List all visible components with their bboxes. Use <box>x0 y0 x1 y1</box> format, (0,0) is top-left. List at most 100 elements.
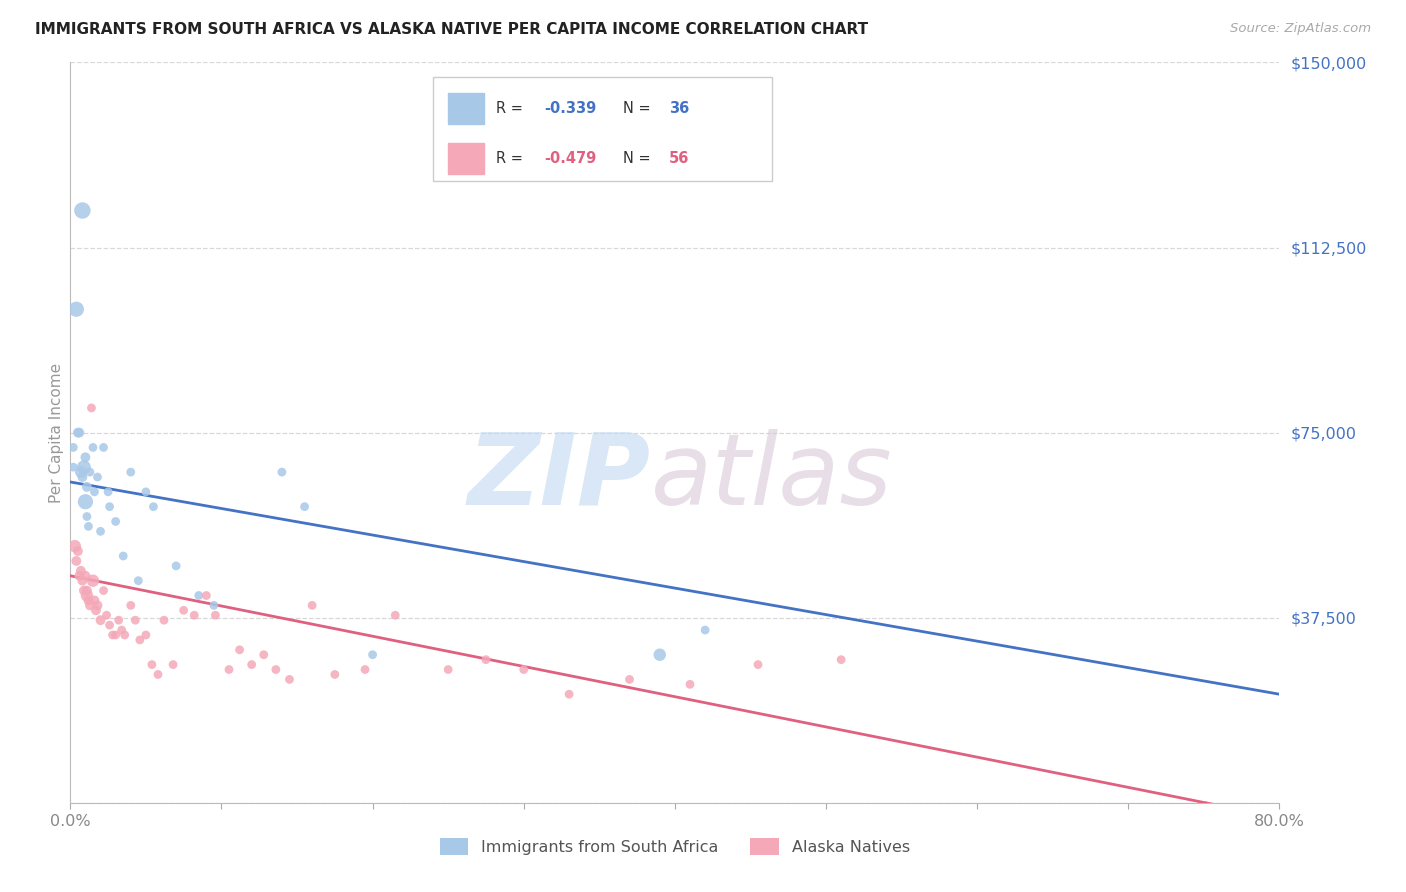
Text: N =: N = <box>623 151 655 166</box>
Point <box>82 441 104 455</box>
Point <box>558 687 581 701</box>
Point <box>253 648 276 662</box>
Point <box>79 599 101 613</box>
Point <box>107 613 129 627</box>
Point <box>384 608 406 623</box>
Legend: Immigrants from South Africa, Alaska Natives: Immigrants from South Africa, Alaska Nat… <box>433 832 917 862</box>
Bar <box>447 93 484 124</box>
Point <box>183 608 205 623</box>
Point <box>323 667 346 681</box>
Point <box>218 663 240 677</box>
Text: atlas: atlas <box>651 428 893 525</box>
Point <box>228 642 250 657</box>
Point <box>83 593 105 607</box>
Point <box>90 613 111 627</box>
Point <box>93 583 115 598</box>
Point <box>173 603 195 617</box>
Point <box>120 465 142 479</box>
Point <box>65 554 87 568</box>
Point <box>84 603 107 617</box>
Point <box>679 677 702 691</box>
Point <box>97 484 120 499</box>
Point <box>104 515 127 529</box>
Point <box>135 484 157 499</box>
Point <box>619 673 641 687</box>
Point <box>79 465 101 479</box>
Point <box>648 648 671 662</box>
Point <box>77 519 100 533</box>
Point <box>354 663 377 677</box>
Text: 36: 36 <box>669 101 689 116</box>
Point <box>66 425 89 440</box>
FancyBboxPatch shape <box>433 78 772 181</box>
Text: R =: R = <box>496 101 527 116</box>
Point <box>127 574 149 588</box>
Text: N =: N = <box>623 101 655 116</box>
Point <box>72 574 94 588</box>
Point <box>101 628 124 642</box>
Point <box>83 484 105 499</box>
Point <box>75 494 97 508</box>
Text: Source: ZipAtlas.com: Source: ZipAtlas.com <box>1230 22 1371 36</box>
Point <box>437 663 460 677</box>
Point <box>270 465 294 479</box>
Point <box>165 558 187 573</box>
Point <box>93 441 115 455</box>
Point <box>240 657 263 672</box>
Point <box>80 401 103 415</box>
Point <box>62 441 84 455</box>
Bar <box>447 143 484 174</box>
Point <box>98 618 121 632</box>
Point <box>66 544 89 558</box>
Point <box>153 613 176 627</box>
Text: ZIP: ZIP <box>468 428 651 525</box>
Point <box>90 524 111 539</box>
Point <box>76 480 98 494</box>
Point <box>73 460 96 475</box>
Point <box>146 667 169 681</box>
Point <box>264 663 287 677</box>
Point <box>278 673 301 687</box>
Point <box>86 470 108 484</box>
Point <box>96 608 118 623</box>
Point <box>162 657 184 672</box>
Point <box>114 628 136 642</box>
Point <box>63 539 86 553</box>
Point <box>120 599 142 613</box>
Point <box>86 599 108 613</box>
Point <box>73 583 96 598</box>
Point <box>77 593 100 607</box>
Point <box>301 599 323 613</box>
Point <box>747 657 769 672</box>
Point <box>70 465 93 479</box>
Point <box>112 549 135 563</box>
Point <box>830 653 852 667</box>
Point <box>135 628 157 642</box>
Point <box>294 500 316 514</box>
Point <box>70 564 93 578</box>
Point <box>693 623 716 637</box>
Point <box>65 302 87 317</box>
Y-axis label: Per Capita Income: Per Capita Income <box>49 362 63 503</box>
Point <box>98 500 121 514</box>
Point <box>204 608 226 623</box>
Point <box>475 653 498 667</box>
Text: IMMIGRANTS FROM SOUTH AFRICA VS ALASKA NATIVE PER CAPITA INCOME CORRELATION CHAR: IMMIGRANTS FROM SOUTH AFRICA VS ALASKA N… <box>35 22 869 37</box>
Point <box>67 568 90 582</box>
Text: R =: R = <box>496 151 527 166</box>
Point <box>111 623 134 637</box>
Point <box>124 613 146 627</box>
Text: -0.479: -0.479 <box>544 151 596 166</box>
Text: 56: 56 <box>669 151 689 166</box>
Point <box>76 509 98 524</box>
Point <box>75 568 97 582</box>
Point <box>82 574 104 588</box>
Point <box>67 425 90 440</box>
Point <box>62 460 84 475</box>
Point <box>76 589 98 603</box>
Point <box>361 648 384 662</box>
Point <box>76 583 98 598</box>
Point <box>187 589 209 603</box>
Text: -0.339: -0.339 <box>544 101 596 116</box>
Point <box>128 632 150 647</box>
